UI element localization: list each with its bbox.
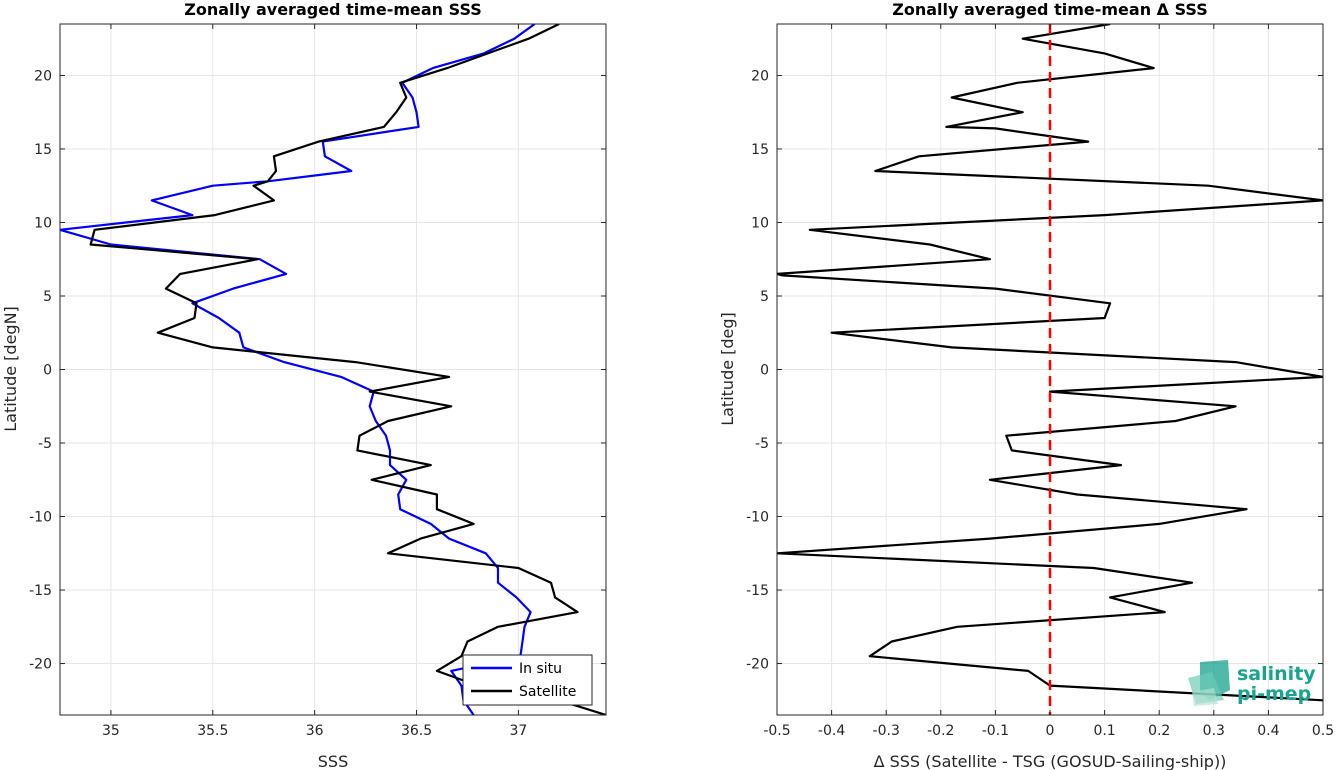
left-y-tick-label: -5 xyxy=(38,436,52,452)
right-y-tick-label: -5 xyxy=(755,436,769,452)
left-x-tick-label: 35 xyxy=(102,723,120,739)
left-x-axis-label: SSS xyxy=(318,752,348,770)
right-x-tick-label: -0.3 xyxy=(873,723,900,739)
left-y-axis-label: Latitude [degN] xyxy=(1,306,20,432)
wave-logo-icon xyxy=(1188,660,1230,706)
left-x-tick-label: 37 xyxy=(509,723,527,739)
right-x-axis-label: Δ SSS (Satellite - TSG (GOSUD-Sailing-sh… xyxy=(874,752,1227,770)
legend-label-insitu: In situ xyxy=(519,661,562,677)
logo-text-salinity: salinity xyxy=(1237,663,1316,685)
right-chart-title: Zonally averaged time-mean Δ SSS xyxy=(892,0,1208,19)
legend-box xyxy=(462,654,593,706)
left-x-tick-label: 36.5 xyxy=(401,723,432,739)
right-x-tick-label: 0.1 xyxy=(1093,723,1115,739)
left-y-tick-label: -15 xyxy=(29,583,52,599)
right-series-line-delta-sss xyxy=(777,24,1323,702)
right-x-tick-label: -0.4 xyxy=(818,723,845,739)
right-y-tick-label: 10 xyxy=(751,215,769,231)
right-panel: -0.5 -0.4 -0.3 -0.2 -0.1 0 0.1 0.2 0.3 0.4 0.5 -20 -… xyxy=(718,0,1334,770)
right-x-tick-label: -0.1 xyxy=(982,723,1009,739)
legend: In situ Satellite xyxy=(462,654,593,706)
right-x-tick-label: -0.2 xyxy=(927,723,954,739)
legend-label-satellite: Satellite xyxy=(519,684,576,700)
right-y-tick-label: -10 xyxy=(746,510,769,526)
salinity-pi-mep-logo: salinity pi-mep xyxy=(1188,660,1316,706)
right-y-tick-label: -15 xyxy=(746,583,769,599)
left-y-tick-label: 20 xyxy=(34,68,52,84)
left-y-tick-label: -10 xyxy=(29,510,52,526)
right-y-tick-label: 20 xyxy=(751,68,769,84)
left-chart-title: Zonally averaged time-mean SSS xyxy=(184,0,482,19)
right-x-tick-label: 0.5 xyxy=(1312,723,1334,739)
right-y-axis-label: Latitude [deg] xyxy=(718,312,737,426)
left-series-line-satellite xyxy=(89,24,606,715)
logo-text-pi-mep: pi-mep xyxy=(1237,683,1311,705)
left-y-tick-label: 10 xyxy=(34,215,52,231)
left-x-tick-label: 35.5 xyxy=(197,723,228,739)
right-x-tick-label: 0.2 xyxy=(1148,723,1170,739)
right-y-tick-label: 0 xyxy=(760,363,769,379)
right-y-tick-label: -20 xyxy=(746,657,769,673)
left-y-tick-label: 5 xyxy=(43,289,52,305)
left-panel: 35 35.5 36 36.5 37 -20 -15 -10 -5 0 5 10 15 20 Zonall… xyxy=(1,0,607,770)
right-x-tick-label: 0 xyxy=(1046,723,1055,739)
left-y-tick-label: 0 xyxy=(43,363,52,379)
left-x-tick-label: 36 xyxy=(306,723,324,739)
right-x-tick-label: -0.5 xyxy=(763,723,790,739)
right-y-tick-label: 5 xyxy=(760,289,769,305)
left-y-tick-label: -20 xyxy=(29,657,52,673)
right-x-tick-label: 0.3 xyxy=(1203,723,1225,739)
right-y-tick-label: 15 xyxy=(751,142,769,158)
left-y-tick-label: 15 xyxy=(34,142,52,158)
right-x-tick-label: 0.4 xyxy=(1257,723,1279,739)
